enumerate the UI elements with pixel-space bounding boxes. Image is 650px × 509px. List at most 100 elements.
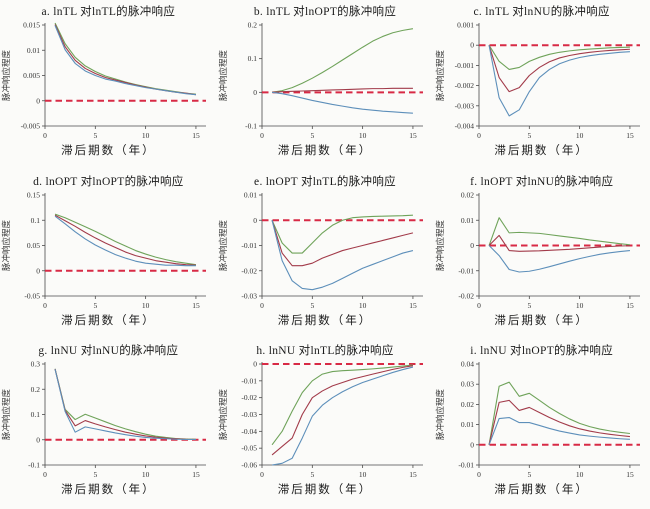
y-tick-label: 0.001: [457, 21, 474, 30]
y-tick-label: -0.1: [28, 461, 40, 470]
y-axis-label: 脉冲响应程度: [1, 389, 11, 441]
x-tick-label: 15: [626, 470, 634, 479]
series-blue-line: [54, 25, 197, 96]
x-axis-label: 滞后期数（年）: [494, 145, 589, 157]
chart-panel-e: e. lnOPT 对lnTL的脉冲响应 脉冲响应程度 0.01 0 -0.01 -0.02…: [217, 170, 434, 340]
x-axis-label: 滞后期数（年）: [61, 145, 156, 157]
y-axis-label: 脉冲响应程度: [435, 389, 445, 441]
y-tick-label: 0.3: [31, 360, 41, 369]
series-red-line: [271, 219, 414, 266]
series-red-line: [488, 45, 630, 93]
axes: [42, 192, 207, 299]
chart-title: f. lnOPT 对lnNU的脉冲响应: [470, 175, 614, 188]
x-tick-label: 10: [359, 131, 367, 140]
chart-title: a. lnTL 对lnTL的脉冲响应: [41, 6, 176, 18]
y-tick-label: 0.01: [244, 190, 257, 199]
chart-panel-h: h. lnNU 对lnTL的脉冲响应 脉冲响应程度 0 -0.01 -0.02 -0.03…: [217, 339, 434, 509]
series-blue-line: [54, 369, 197, 441]
y-tick-label: -0.03: [241, 291, 257, 300]
x-tick-label: 15: [409, 131, 417, 140]
x-axis-label: 滞后期数（年）: [61, 484, 156, 497]
x-tick-label: 0: [43, 470, 47, 479]
x-tick-label: 15: [626, 131, 634, 140]
y-tick-label: 0: [253, 360, 257, 369]
x-tick-label: 15: [626, 301, 634, 310]
axes: [475, 23, 640, 129]
y-tick-label: 0.03: [461, 380, 474, 389]
y-tick-label: -0.02: [241, 266, 257, 275]
series-red-line: [271, 365, 414, 456]
chart-panel-f: f. lnOPT 对lnNU的脉冲响应 脉冲响应程度 0.02 0.01 0 -0.01 -…: [433, 170, 650, 340]
y-tick-label: 0.1: [248, 54, 258, 63]
series-red-line: [55, 214, 197, 266]
axes: [258, 362, 423, 469]
chart-panel-i: i. lnNU 对lnOPT的脉冲响应 脉冲响应程度 0.04 0.03 0.02 0.0…: [433, 339, 650, 509]
y-tick-label: -0.004: [454, 122, 474, 131]
y-tick-label: 0: [470, 41, 474, 50]
x-axis-label: 滞后期数（年）: [494, 484, 589, 497]
x-tick-label: 5: [94, 301, 98, 310]
y-tick-label: -0.02: [458, 291, 474, 300]
series-green-line: [55, 213, 197, 265]
x-tick-label: 5: [527, 301, 531, 310]
series-green-line: [488, 44, 630, 70]
y-tick-label: -0.03: [241, 410, 257, 419]
chart-panel-c: c. lnTL 对lnNU的脉冲响应脉冲响应程度 0.001 0 -0.001 -0.0…: [433, 0, 650, 170]
y-tick-label: 0.01: [461, 215, 474, 224]
series-green-line: [271, 214, 413, 254]
x-tick-label: 10: [576, 131, 584, 140]
series-green-line: [488, 381, 630, 446]
chart-title: h. lnNU 对lnTL的脉冲响应: [256, 345, 394, 358]
y-tick-label: -0.01: [458, 461, 474, 470]
x-tick-label: 15: [193, 131, 201, 140]
series-blue-line: [55, 215, 197, 266]
x-axis-label: 滞后期数（年）: [277, 145, 373, 157]
y-tick-label: 0: [37, 266, 41, 275]
y-tick-label: -0.01: [241, 241, 257, 250]
x-tick-label: 10: [142, 470, 150, 479]
series-green-line: [488, 216, 630, 246]
series-blue-line: [271, 219, 414, 290]
x-axis-label: 滞后期数（年）: [494, 314, 589, 327]
x-tick-label: 0: [477, 470, 481, 479]
x-tick-label: 15: [409, 470, 417, 479]
y-tick-label: 0.02: [461, 190, 474, 199]
x-tick-label: 15: [193, 301, 201, 310]
y-tick-label: 0.01: [27, 46, 40, 55]
y-axis-label: 脉冲响应程度: [435, 50, 445, 102]
x-tick-label: 5: [310, 470, 314, 479]
chart-panel-a: a. lnTL 对lnTL的脉冲响应 脉冲响应程度 0.015 0.01 0.005 0-…: [0, 0, 217, 170]
axes: [475, 362, 640, 469]
axes: [258, 23, 423, 129]
x-tick-label: 15: [193, 470, 201, 479]
x-tick-label: 0: [43, 301, 47, 310]
y-tick-label: 0.2: [248, 21, 258, 30]
chart-panel-b: b. lnTL 对lnOPT的脉冲响应 脉冲响应程度 0.2 0.1 0 -0.1 0 5 10…: [217, 0, 434, 170]
x-axis-label: 滞后期数（年）: [277, 484, 373, 497]
y-axis-label: 脉冲响应程度: [1, 50, 11, 102]
y-tick-label: 0.1: [31, 215, 41, 224]
x-axis-label: 滞后期数（年）: [277, 314, 373, 327]
chart-title: i. lnNU 对lnOPT的脉冲响应: [470, 345, 614, 358]
x-tick-label: 10: [142, 131, 150, 140]
x-tick-label: 5: [94, 470, 98, 479]
y-axis-label: 脉冲响应程度: [218, 50, 228, 102]
chart-title: c. lnTL 对lnNU的脉冲响应: [473, 6, 610, 18]
y-tick-label: -0.001: [454, 61, 474, 70]
series-blue-line: [271, 366, 414, 466]
x-tick-label: 0: [260, 131, 264, 140]
x-tick-label: 10: [576, 470, 584, 479]
y-tick-label: -0.005: [21, 122, 41, 131]
x-tick-label: 0: [43, 131, 47, 140]
x-tick-label: 5: [310, 301, 314, 310]
y-tick-label: 0.01: [461, 420, 474, 429]
y-tick-label: -0.1: [245, 122, 257, 131]
y-axis-label: 脉冲响应程度: [218, 389, 228, 441]
chart-title: d. lnOPT 对lnOPT的脉冲响应: [33, 175, 184, 188]
